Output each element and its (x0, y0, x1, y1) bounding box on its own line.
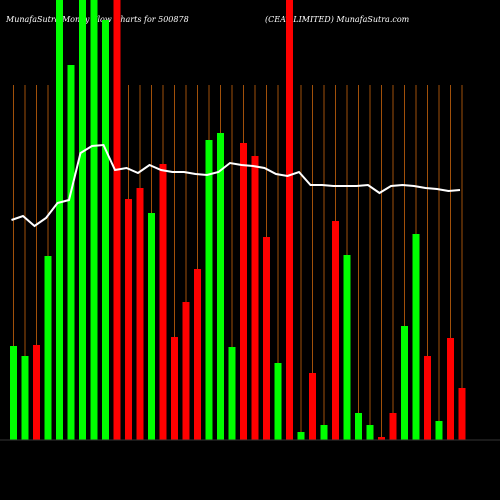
bar (458, 388, 466, 440)
bar (228, 347, 236, 440)
bar (56, 0, 63, 440)
bar (10, 346, 17, 440)
bar (366, 425, 374, 440)
bar (102, 20, 109, 440)
bar (217, 133, 224, 440)
bar (79, 0, 86, 440)
bar (447, 338, 454, 440)
bar (286, 0, 293, 440)
bar (44, 256, 52, 440)
bar (21, 356, 29, 440)
bar (309, 373, 316, 440)
bar (136, 188, 144, 440)
bar (401, 326, 408, 440)
bar (194, 269, 201, 440)
bar (343, 255, 351, 440)
bar (33, 345, 40, 440)
bar (412, 234, 420, 440)
bar (125, 199, 132, 440)
bar (113, 0, 121, 440)
bar (332, 221, 339, 440)
bar (435, 421, 443, 440)
bar (378, 437, 385, 440)
bar (424, 356, 431, 440)
bar (159, 164, 167, 440)
chart-subtitle: (CEAT LIMITED) MunafaSutra.com (265, 15, 410, 24)
bar (90, 0, 98, 440)
line (11, 143, 461, 228)
bar (67, 65, 75, 440)
bar (389, 413, 397, 440)
bar (171, 337, 178, 440)
bar (182, 302, 190, 440)
bar (274, 363, 282, 440)
bar (205, 140, 213, 440)
bar (297, 432, 305, 440)
bar (240, 143, 247, 440)
bar (251, 156, 259, 440)
bar (263, 237, 270, 440)
bar (320, 425, 328, 440)
bar (355, 413, 362, 440)
bar (148, 213, 155, 440)
